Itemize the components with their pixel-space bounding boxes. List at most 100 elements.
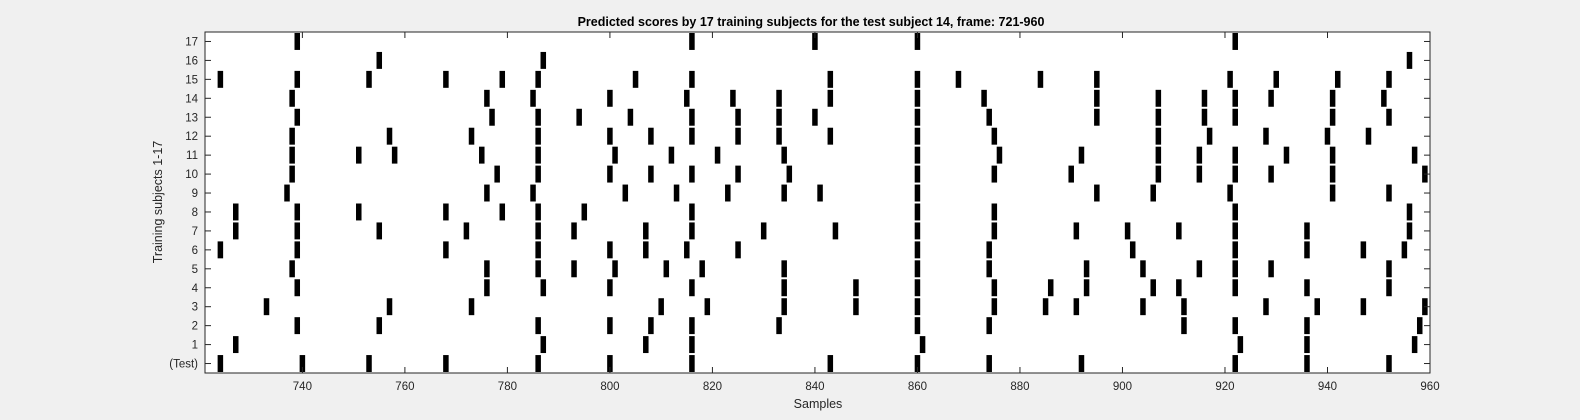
- spike-mark: [827, 127, 834, 145]
- spike-mark: [535, 260, 541, 278]
- spike-mark: [1227, 70, 1233, 88]
- spike-mark: [233, 222, 239, 240]
- spike-mark: [1329, 184, 1336, 202]
- y-tick-label: 6: [192, 245, 198, 257]
- spike-mark: [1206, 127, 1213, 145]
- spike-mark: [735, 165, 741, 183]
- spike-mark: [1232, 33, 1238, 50]
- spike-mark: [776, 108, 782, 126]
- spike-mark: [1304, 279, 1310, 297]
- x-tick-label: 960: [1420, 381, 1439, 393]
- spike-mark: [1232, 108, 1238, 126]
- spike-mark: [991, 165, 998, 183]
- spike-mark: [386, 127, 393, 145]
- spike-mark: [986, 317, 992, 335]
- spike-mark: [607, 165, 613, 183]
- spike-mark: [914, 127, 921, 145]
- spike-mark: [1360, 241, 1367, 259]
- spike-mark: [781, 260, 787, 278]
- spike-mark: [1329, 165, 1336, 183]
- spike-mark: [1304, 355, 1310, 372]
- spike-mark: [494, 165, 500, 183]
- spike-mark: [294, 33, 301, 50]
- spike-mark: [284, 184, 290, 202]
- spike-mark: [1037, 70, 1044, 88]
- y-tick-label: 1: [192, 340, 198, 352]
- spike-mark: [1386, 70, 1392, 88]
- spike-mark: [1411, 336, 1418, 354]
- spike-mark: [612, 260, 618, 278]
- spike-mark: [919, 336, 926, 354]
- spike-mark: [1155, 89, 1162, 107]
- spike-mark: [499, 203, 506, 221]
- spike-mark: [1386, 279, 1392, 297]
- spike-mark: [366, 70, 372, 88]
- spike-mark: [1232, 222, 1238, 240]
- spike-mark: [725, 184, 731, 202]
- spike-mark: [832, 222, 839, 240]
- spike-mark: [1078, 146, 1085, 164]
- spike-mark: [643, 241, 649, 259]
- spike-mark: [581, 203, 588, 221]
- spike-mark: [1411, 146, 1418, 164]
- spike-mark: [735, 108, 741, 126]
- spike-mark: [1155, 146, 1162, 164]
- spike-mark: [217, 241, 224, 259]
- spike-mark: [391, 146, 398, 164]
- spike-marks: [217, 33, 1428, 372]
- spike-mark: [1329, 89, 1336, 107]
- spike-mark: [1150, 279, 1156, 297]
- spike-mark: [1304, 336, 1310, 354]
- spike-mark: [914, 298, 921, 316]
- spike-mark: [914, 260, 921, 278]
- x-tick-label: 760: [395, 381, 414, 393]
- spike-mark: [817, 184, 823, 202]
- spike-mark: [535, 146, 541, 164]
- spike-mark: [781, 146, 787, 164]
- y-tick-label: 9: [192, 188, 198, 200]
- spike-mark: [263, 298, 270, 316]
- x-tick-label: 780: [498, 381, 517, 393]
- spike-mark: [1181, 298, 1187, 316]
- spike-mark: [530, 89, 536, 107]
- spike-mark: [1073, 298, 1080, 316]
- spike-mark: [786, 165, 793, 183]
- spike-mark: [479, 146, 485, 164]
- spike-mark: [1140, 260, 1146, 278]
- spike-mark: [1263, 298, 1269, 316]
- spike-mark: [996, 146, 1003, 164]
- spike-mark: [1386, 260, 1392, 278]
- spike-mark: [1268, 89, 1274, 107]
- spike-mark: [643, 336, 649, 354]
- spike-mark: [294, 279, 301, 297]
- spike-mark: [571, 260, 577, 278]
- y-tick-label: 4: [192, 283, 199, 295]
- spike-mark: [612, 146, 618, 164]
- spike-mark: [730, 89, 736, 107]
- spike-mark: [294, 222, 301, 240]
- spike-mark: [1150, 184, 1156, 202]
- spike-mark: [1232, 317, 1238, 335]
- x-tick-label: 800: [600, 381, 619, 393]
- x-tick-label: 820: [703, 381, 722, 393]
- spike-mark: [607, 317, 613, 335]
- spike-mark: [289, 260, 295, 278]
- spike-mark: [1176, 222, 1182, 240]
- spike-mark: [540, 279, 547, 297]
- spike-mark: [776, 127, 782, 145]
- spike-mark: [1232, 165, 1238, 183]
- spike-mark: [1078, 355, 1085, 372]
- spike-mark: [289, 146, 295, 164]
- spike-mark: [535, 241, 541, 259]
- spike-mark: [991, 279, 998, 297]
- spike-mark: [294, 203, 301, 221]
- spike-mark: [535, 203, 541, 221]
- spike-mark: [914, 89, 921, 107]
- spike-mark: [1324, 127, 1331, 145]
- spike-mark: [914, 146, 921, 164]
- spike-mark: [233, 336, 239, 354]
- y-tick-label: 11: [186, 150, 198, 162]
- spike-mark: [914, 165, 921, 183]
- chart-title: Predicted scores by 17 training subjects…: [578, 15, 1045, 29]
- y-tick-label: 12: [185, 131, 198, 143]
